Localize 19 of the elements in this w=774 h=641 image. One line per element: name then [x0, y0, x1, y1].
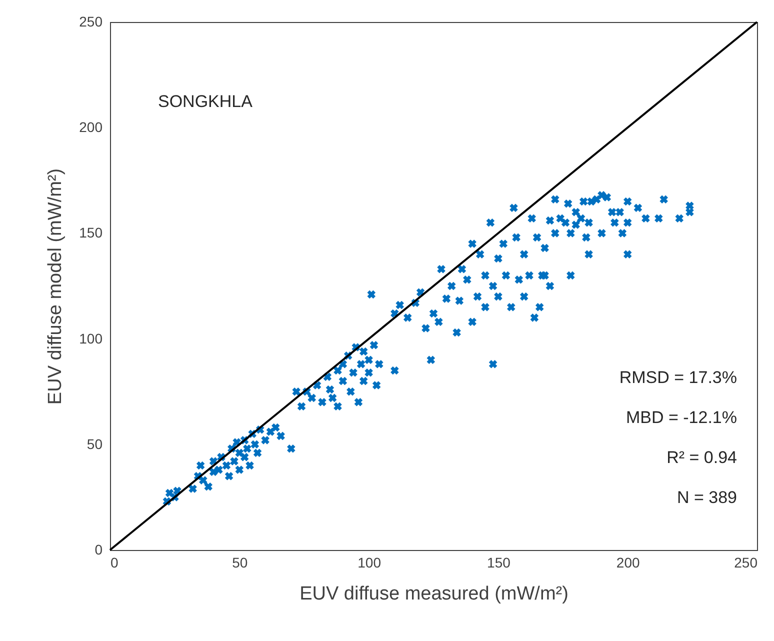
y-tick-label: 250	[79, 14, 103, 30]
x-axis-title: EUV diffuse measured (mW/m²)	[300, 584, 568, 604]
y-tick-label: 50	[86, 436, 103, 452]
y-tick-label: 0	[94, 542, 103, 558]
annotation: MBD = -12.1%	[626, 408, 737, 427]
x-tick-label: 150	[487, 554, 511, 570]
x-tick-label: 50	[232, 554, 248, 570]
y-tick-label: 200	[79, 119, 103, 136]
y-tick-label: 150	[79, 224, 103, 241]
annotation: R² = 0.94	[666, 448, 737, 467]
x-tick-label: 100	[358, 554, 382, 570]
y-axis-title: EUV diffuse model (mW/m²)	[45, 168, 66, 405]
x-tick-label: 250	[734, 554, 758, 570]
x-tick-label: 0	[110, 554, 118, 570]
y-tick-label: 100	[79, 330, 103, 346]
annotation: N = 389	[676, 488, 737, 507]
x-tick-label: 200	[616, 554, 640, 570]
annotation: SONGKHLA	[158, 92, 254, 111]
annotation: RMSD = 17.3%	[619, 368, 737, 387]
